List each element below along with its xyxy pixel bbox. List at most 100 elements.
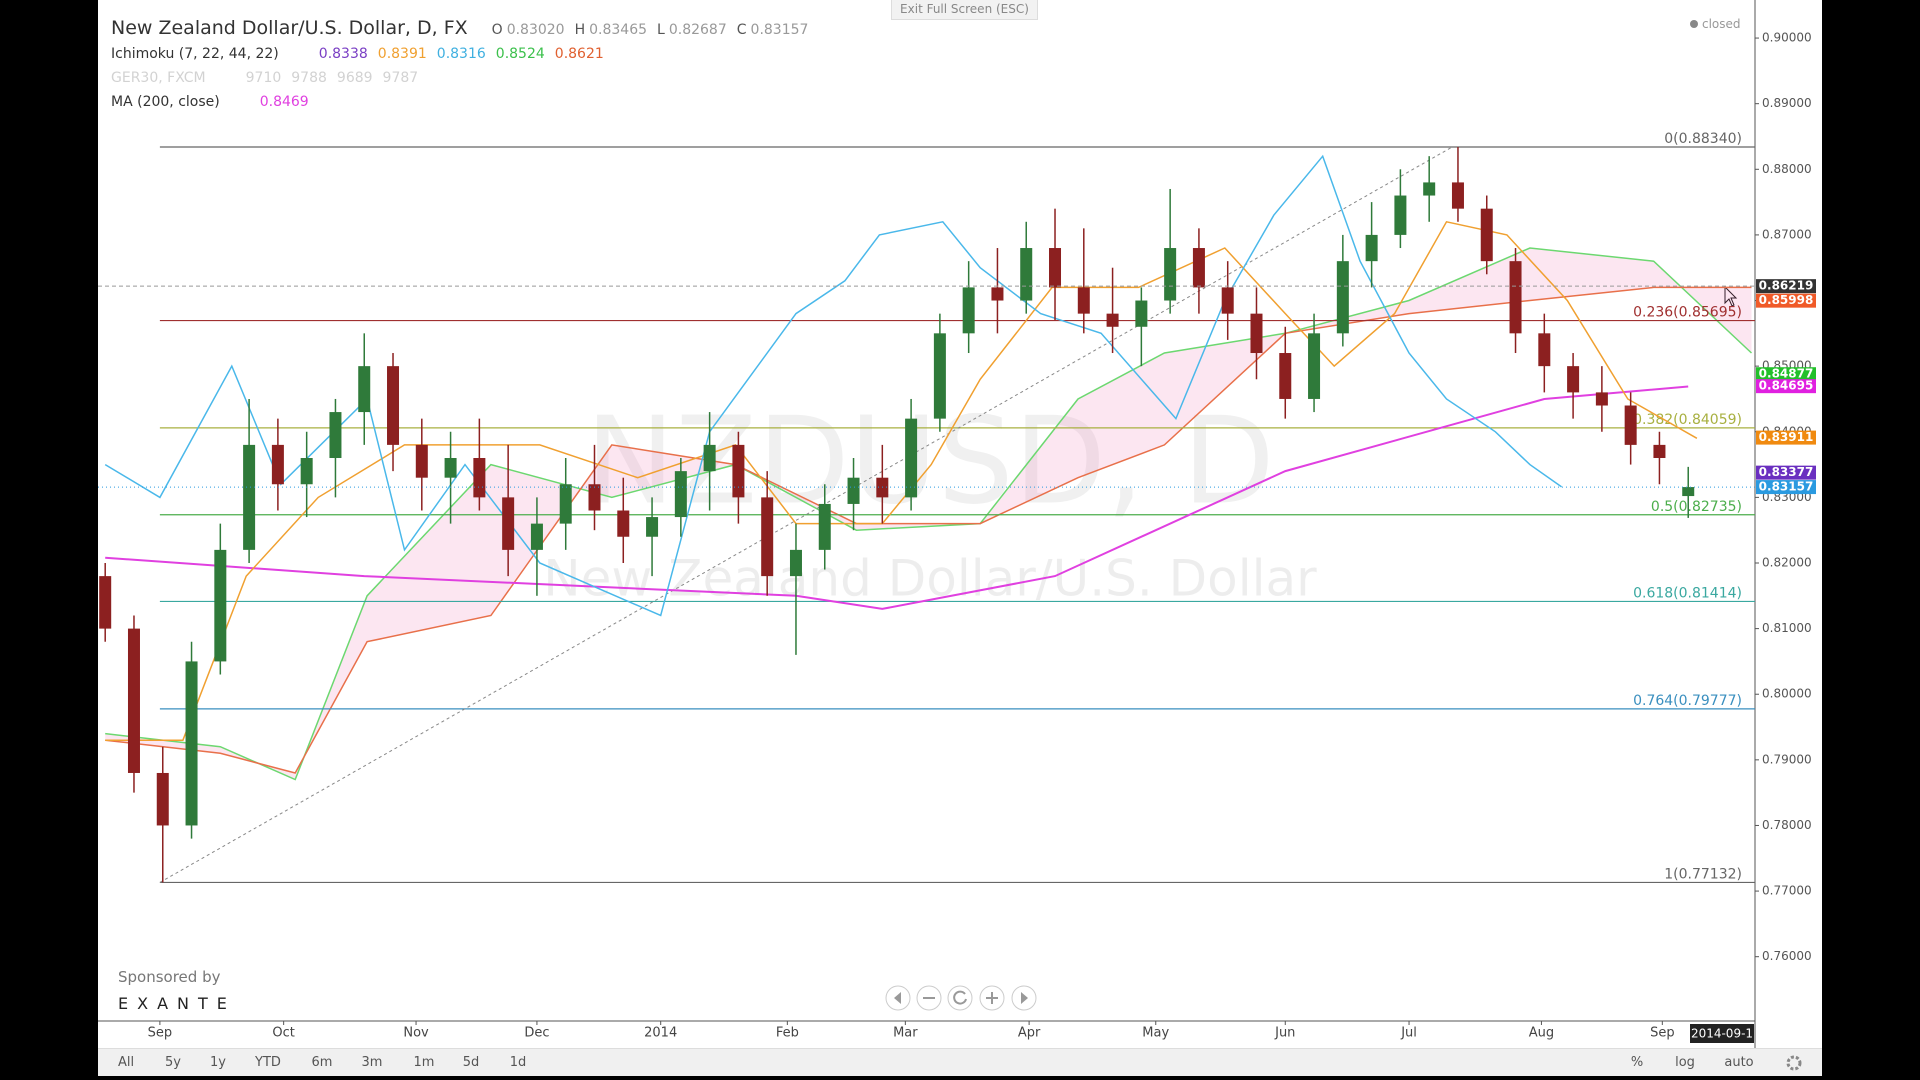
x-tick-label: Jun [1274, 1026, 1295, 1041]
price-label: 0.84877 [1759, 367, 1814, 381]
candle-body [271, 444, 284, 485]
legend-row: Ichimoku (7, 22, 44, 22) 0.8338 0.8391 0.83… [111, 42, 818, 66]
ohlc-key: O [491, 22, 503, 38]
scale-option[interactable]: auto [1724, 1055, 1754, 1070]
candle-body [444, 458, 457, 478]
candle-body [933, 333, 946, 419]
candle-body [674, 471, 687, 518]
candle-body [502, 497, 515, 550]
candle-body [1336, 261, 1349, 334]
candle-body [1279, 353, 1292, 399]
candle-body [588, 484, 601, 511]
range-button[interactable]: 1y [210, 1055, 226, 1070]
sponsor-label: Sponsored by [118, 968, 221, 986]
bottom-toolbar: All 5y 1y YTD 6m 3m 1m 5d 1d% log auto [98, 1048, 1822, 1076]
fib-label: 1(0.77132) [1664, 866, 1742, 882]
indicator-value: 9689 [336, 70, 373, 86]
x-tick-label: Jul [1400, 1026, 1417, 1041]
price-label-box [1756, 293, 1816, 308]
candle-body [1682, 487, 1695, 497]
price-label-box [1756, 480, 1816, 495]
candle-body [703, 444, 716, 472]
watermark-description: New Zealand Dollar/U.S. Dollar [543, 550, 1317, 608]
price-label-box [1756, 367, 1816, 382]
price-label: 0.86219 [1759, 279, 1814, 293]
y-tick-label: 0.79000 [1762, 752, 1812, 766]
x-tick-label: Aug [1529, 1026, 1554, 1041]
ichimoku-lead-a [105, 247, 1753, 781]
candle-body [300, 458, 313, 485]
range-button[interactable]: 5y [165, 1055, 181, 1070]
candle-body [1538, 333, 1551, 367]
indicator-name: MA (200, close) [111, 94, 220, 110]
indicator-name: GER30, FXCM [111, 70, 206, 86]
candle-body [1020, 248, 1033, 301]
candle-body [473, 458, 486, 498]
ohlc-value: 0.83020 [506, 22, 565, 38]
range-button[interactable]: All [117, 1055, 135, 1070]
range-button[interactable]: 5d [462, 1055, 480, 1070]
axis-layer: 0.900000.890000.880000.870000.860000.850… [98, 31, 1816, 1043]
trendline [159, 146, 1453, 883]
legend: New Zealand Dollar/U.S. Dollar, D, FX O 0.… [111, 16, 818, 114]
candle-body [617, 510, 630, 537]
x-tick-label: Sep [148, 1026, 173, 1041]
legend-row: New Zealand Dollar/U.S. Dollar, D, FX O 0.… [111, 16, 818, 42]
range-button[interactable]: 1d [509, 1055, 527, 1070]
price-label: 0.83377 [1759, 465, 1814, 479]
indicator-name: Ichimoku (7, 22, 44, 22) [111, 46, 279, 62]
price-label: 0.83157 [1759, 480, 1814, 494]
candle-body [1624, 405, 1637, 445]
price-label: 0.84695 [1759, 379, 1814, 393]
fib-label: 0.382(0.84059) [1633, 412, 1742, 428]
fib-label: 0.5(0.82735) [1651, 499, 1742, 515]
x-tick-label: May [1142, 1026, 1169, 1041]
candle-body [1451, 182, 1464, 209]
y-tick-label: 0.89000 [1762, 96, 1812, 110]
candle-body [646, 517, 659, 537]
y-tick-label: 0.80000 [1762, 687, 1812, 701]
indicator-value: 0.8316 [436, 46, 486, 62]
candle-body [387, 366, 400, 445]
indicator-value: 0.8469 [259, 94, 309, 110]
price-label-box [1756, 430, 1816, 445]
indicator-layer [104, 154, 1698, 741]
candle-body [1164, 248, 1177, 301]
legend-row: GER30, FXCM 9710 9788 9689 9787 [111, 66, 818, 90]
scale-option[interactable]: log [1675, 1055, 1695, 1070]
candle-body [1077, 287, 1090, 314]
x-tick-label: Oct [272, 1026, 294, 1041]
candle-body [1221, 287, 1234, 314]
gear [1786, 1055, 1802, 1071]
y-tick-label: 0.81000 [1762, 621, 1812, 635]
zoom-in-icon [986, 992, 998, 1004]
range-button[interactable]: 6m [311, 1055, 333, 1070]
candle-body [99, 576, 112, 629]
candle-body [530, 523, 543, 550]
range-button[interactable]: 1m [413, 1055, 435, 1070]
range-button[interactable]: 3m [361, 1055, 383, 1070]
ohlc-value: 0.82687 [668, 22, 727, 38]
exit-fullscreen[interactable]: Exit Full Screen (ESC) [891, 0, 1038, 20]
candle-layer [99, 146, 1695, 883]
date-label: 2014-09-1 [1691, 1027, 1753, 1041]
x-tick-label: Nov [403, 1026, 429, 1041]
sponsor-name[interactable]: EXANTE [118, 994, 236, 1013]
candle-body [1135, 300, 1148, 327]
settings-icon[interactable] [1784, 1053, 1804, 1073]
reset-button[interactable] [947, 985, 973, 1011]
candle-body [732, 444, 745, 498]
x-tick-label: Apr [1018, 1026, 1041, 1041]
y-tick-label: 0.87000 [1762, 227, 1812, 241]
range-button[interactable]: YTD [255, 1055, 281, 1070]
candle-body [1308, 333, 1321, 399]
candle-body [1509, 261, 1522, 334]
scale-option[interactable]: % [1630, 1055, 1644, 1070]
candle-body [962, 287, 975, 334]
scroll-right-icon [1021, 992, 1028, 1004]
candle-body [1049, 248, 1062, 288]
indicator-value: 0.8391 [377, 46, 427, 62]
fib-label: 0.618(0.81414) [1633, 585, 1742, 601]
price-label-box [1756, 465, 1816, 480]
x-tick-label: Feb [776, 1026, 799, 1041]
